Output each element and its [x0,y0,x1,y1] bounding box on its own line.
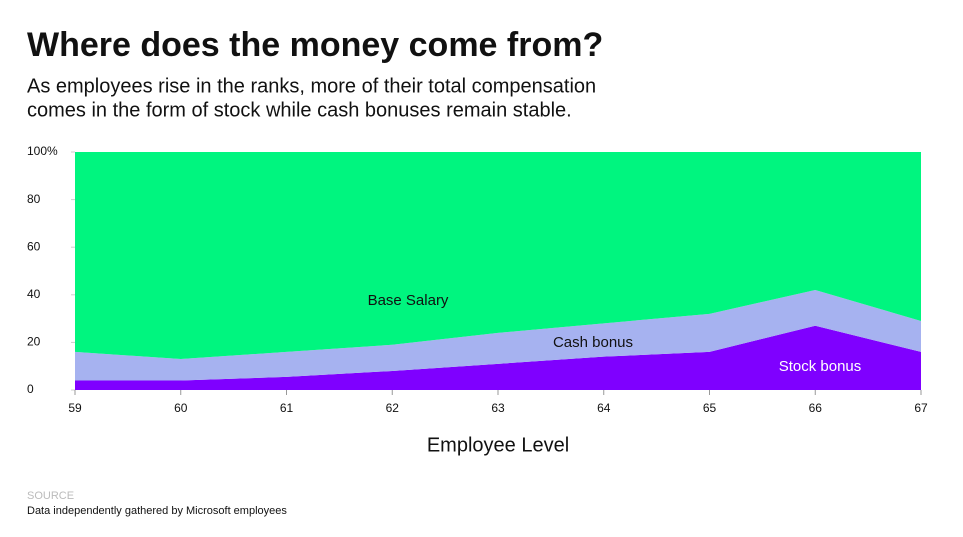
x-tick-label: 64 [597,401,611,415]
y-tick-label: 100% [27,144,58,158]
y-tick-label: 40 [27,287,41,301]
area [75,290,921,381]
series-label: Cash bonus [553,334,633,351]
x-tick-label: 59 [68,401,82,415]
x-axis-title: Employee Level [427,434,569,456]
source-label: SOURCE [27,490,74,502]
area [75,152,921,360]
y-tick-label: 0 [27,382,34,396]
x-tick-label: 66 [809,401,823,415]
series-label: Stock bonus [779,358,862,375]
x-tick-label: 63 [491,401,505,415]
chart-title: Where does the money come from? [27,26,603,64]
x-tick-label: 62 [386,401,400,415]
source: Data independently gathered by Microsoft… [27,505,287,517]
series-label: Base Salary [368,292,449,309]
x-tick-label: 67 [914,401,928,415]
area [75,325,921,390]
y-tick-label: 60 [27,239,41,253]
y-tick-label: 20 [27,335,41,349]
subtitle: As employees rise in the ranks, more of … [27,75,596,97]
plot-area: Stock bonus Cash bonus Base Salary 0 20 40 60 8… [27,144,928,415]
y-tick-label: 80 [27,192,41,206]
x-tick-label: 65 [703,401,717,415]
subtitle: comes in the form of stock while cash bo… [27,99,572,121]
x-tick-label: 61 [280,401,294,415]
x-tick-label: 60 [174,401,188,415]
